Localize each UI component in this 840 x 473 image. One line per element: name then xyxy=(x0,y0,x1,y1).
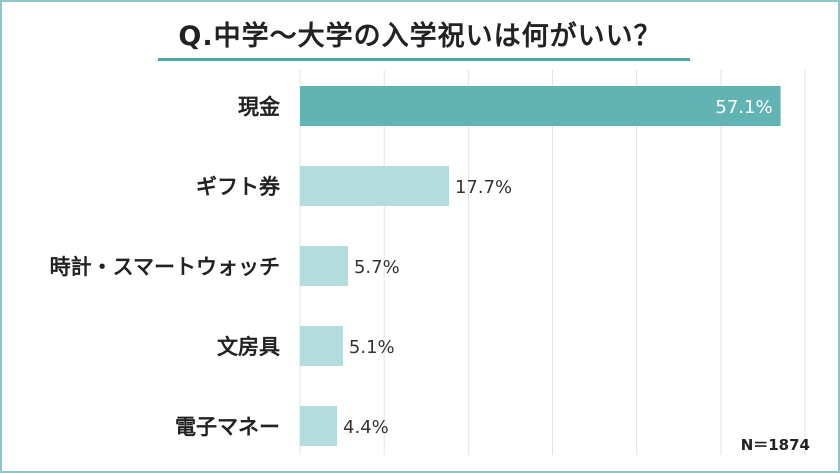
category-label: 電子マネー xyxy=(175,415,280,439)
sample-size-note: N＝1874 xyxy=(740,436,810,454)
bar xyxy=(300,326,343,366)
value-label: 4.4% xyxy=(343,417,389,438)
chart-title: Q.中学～大学の入学祝いは何がいい？ xyxy=(178,21,662,52)
bar xyxy=(300,246,348,286)
bar xyxy=(300,406,338,446)
value-labels: 57.1% 17.7% 5.7% 5.1% 4.4% xyxy=(343,97,773,438)
category-label: 時計・スマートウォッチ xyxy=(50,255,280,279)
bar xyxy=(300,166,449,206)
category-label: 文房具 xyxy=(217,335,280,359)
value-label: 57.1% xyxy=(715,97,772,118)
value-label: 5.1% xyxy=(349,337,395,358)
bars xyxy=(300,86,781,446)
value-label: 5.7% xyxy=(354,257,400,278)
title-underline xyxy=(158,58,690,61)
category-label: 現金 xyxy=(238,95,281,119)
value-label: 17.7% xyxy=(455,177,512,198)
grid-lines xyxy=(299,70,806,455)
category-label: ギフト券 xyxy=(196,175,281,199)
bar xyxy=(300,86,781,126)
